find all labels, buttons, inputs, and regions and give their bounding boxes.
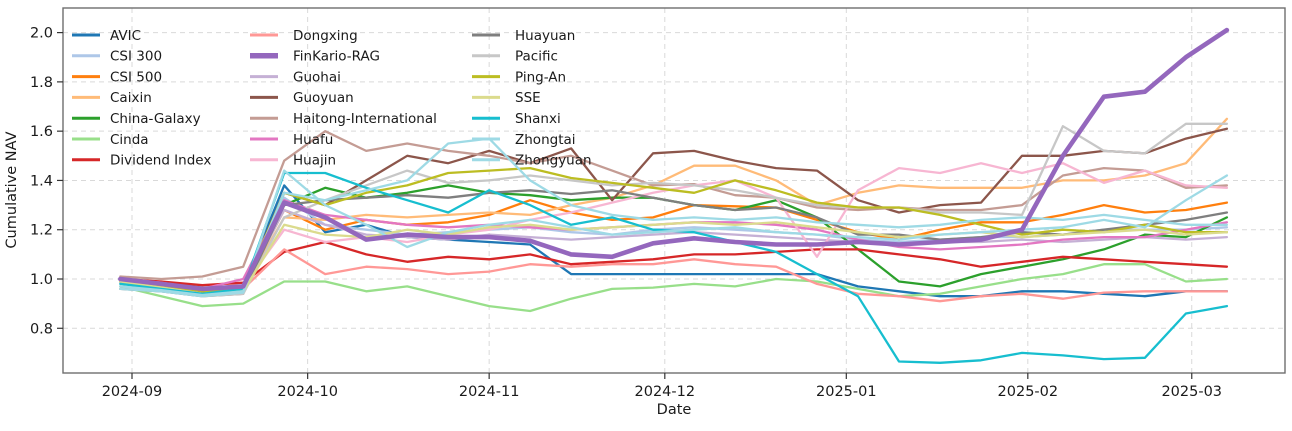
x-axis-title: Date [657, 402, 692, 418]
legend-item-guohai: Guohai [250, 69, 341, 85]
legend-label: Zhongyuan [515, 153, 592, 169]
x-axis: 2024-09 2024-10 2024-11 2024-12 2025-01 2025-… [102, 373, 1222, 400]
legend-item-caixin: Caixin [72, 90, 152, 106]
series-line-finkario-rag [118, 27, 1230, 292]
legend-label: CSI 500 [110, 69, 162, 85]
y-tick-label: 1.8 [30, 75, 53, 91]
legend-item-huajin: Huajin [250, 153, 336, 169]
legend-label: Zhongtai [515, 132, 576, 148]
y-tick-label: 2.0 [30, 26, 53, 42]
legend-item-ping-an: Ping-An [472, 69, 566, 85]
x-tick-label: 2024-12 [635, 384, 696, 400]
legend-item-avic: AVIC [72, 28, 141, 44]
legend-item-huafu: Huafu [250, 132, 333, 148]
legend-item-cinda: Cinda [72, 132, 149, 148]
legend-item-zhongyuan: Zhongyuan [472, 153, 592, 169]
x-tick-label: 2024-09 [102, 384, 163, 400]
legend-item-shanxi: Shanxi [472, 111, 561, 127]
legend-label: Shanxi [515, 111, 561, 127]
legend-label: Huajin [293, 153, 336, 169]
series-line-ping-an [119, 166, 1229, 293]
series-line-sse [119, 221, 1229, 295]
x-tick-label: 2024-11 [459, 384, 520, 400]
legend-label: China-Galaxy [110, 111, 201, 127]
legend-label: Dividend Index [110, 153, 211, 169]
x-tick-label: 2025-01 [816, 384, 877, 400]
legend-item-guoyuan: Guoyuan [250, 90, 354, 106]
y-axis: 0.8 1.0 1.2 1.4 1.6 1.8 2.0 [30, 26, 63, 337]
legend-item-csi-300: CSI 300 [72, 49, 162, 65]
legend-label: Caixin [110, 90, 152, 106]
legend-item-dongxing: Dongxing [250, 28, 358, 44]
series-line-dividend-index [119, 240, 1229, 287]
y-tick-label: 1.6 [30, 124, 53, 140]
legend-item-sse: SSE [472, 90, 541, 106]
plot-border [62, 7, 1286, 374]
legend-item-pacific: Pacific [472, 49, 558, 65]
legend-item-zhongtai: Zhongtai [472, 132, 576, 148]
legend-label: Cinda [110, 132, 149, 148]
legend-item-dividend-index: Dividend Index [72, 153, 211, 169]
x-tick-label: 2025-02 [998, 384, 1059, 400]
legend-item-haitong-international: Haitong-International [250, 111, 437, 127]
legend-label: Guohai [293, 69, 341, 85]
legend-item-finkario-rag: FinKario-RAG [250, 49, 380, 65]
x-tick-label: 2025-03 [1161, 384, 1222, 400]
y-tick-label: 1.4 [30, 173, 53, 189]
x-tick-label: 2024-10 [277, 384, 338, 400]
series-line-zhongtai [119, 137, 1229, 297]
legend-item-china-galaxy: China-Galaxy [72, 111, 201, 127]
legend-label: Haitong-International [293, 111, 437, 127]
series-line-dongxing [119, 248, 1229, 303]
y-axis-title: Cumulative NAV [4, 131, 20, 248]
series-line-cinda [119, 263, 1229, 313]
series-line-caixin [119, 117, 1229, 293]
legend-label: AVIC [110, 28, 141, 44]
legend-label: FinKario-RAG [293, 49, 380, 65]
legend-label: CSI 300 [110, 49, 162, 65]
series-lines [118, 27, 1230, 364]
legend-label: Dongxing [293, 28, 358, 44]
series-line-zhongyuan [119, 169, 1229, 298]
y-tick-label: 1.2 [30, 223, 53, 239]
legend-label: SSE [515, 90, 541, 106]
y-tick-label: 0.8 [30, 321, 53, 337]
legend-item-csi-500: CSI 500 [72, 69, 162, 85]
legend-label: Ping-An [515, 69, 566, 85]
legend-label: Huayuan [515, 28, 575, 44]
legend-item-huayuan: Huayuan [472, 28, 575, 44]
series-line-guohai [119, 208, 1229, 293]
y-tick-label: 1.0 [30, 272, 53, 288]
legend-label: Pacific [515, 49, 558, 65]
legend: AVIC CSI 300 CSI 500 Caixin China-Galaxy Cind… [72, 28, 592, 169]
legend-label: Huafu [293, 132, 333, 148]
legend-label: Guoyuan [293, 90, 354, 106]
series-line-huayuan [119, 189, 1229, 298]
